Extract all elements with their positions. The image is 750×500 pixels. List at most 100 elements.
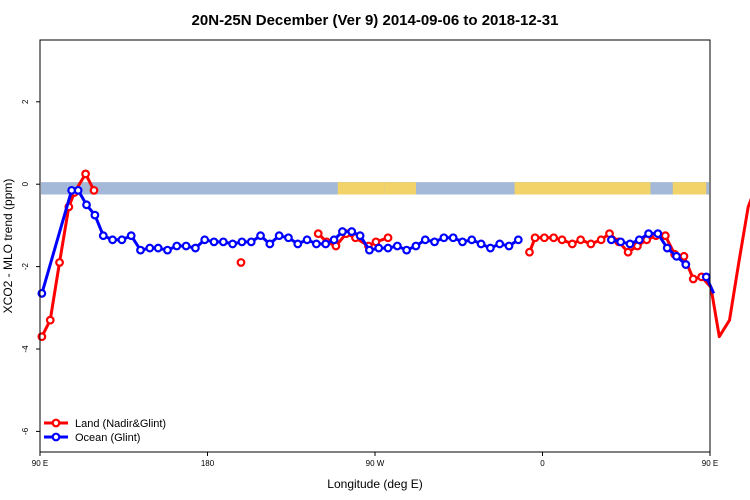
series-1 bbox=[37, 185, 716, 298]
data-point bbox=[701, 272, 711, 282]
y-tick-label: 2 bbox=[21, 99, 30, 104]
data-point bbox=[495, 239, 505, 249]
data-point bbox=[420, 235, 430, 245]
data-point bbox=[81, 169, 90, 179]
data-point bbox=[606, 235, 616, 245]
data-point bbox=[145, 243, 155, 253]
data-point bbox=[82, 200, 91, 210]
data-point bbox=[265, 239, 275, 249]
data-point bbox=[634, 235, 644, 245]
legend-marker bbox=[51, 418, 61, 428]
data-point bbox=[672, 251, 681, 261]
data-point bbox=[163, 245, 172, 255]
data-point bbox=[153, 243, 163, 253]
data-point bbox=[430, 237, 439, 247]
y-tick-label: 0 bbox=[21, 181, 30, 186]
data-point bbox=[530, 233, 540, 243]
data-point bbox=[209, 237, 219, 247]
data-point bbox=[596, 235, 606, 245]
data-point bbox=[616, 237, 626, 247]
data-point bbox=[355, 231, 365, 241]
data-point bbox=[653, 229, 663, 239]
data-point bbox=[191, 243, 200, 253]
data-point bbox=[181, 241, 191, 251]
data-point bbox=[45, 315, 55, 325]
series-line bbox=[528, 197, 750, 339]
data-point bbox=[55, 258, 64, 267]
data-point bbox=[439, 233, 449, 243]
land-segment bbox=[672, 182, 707, 195]
data-point bbox=[383, 243, 393, 253]
data-point bbox=[117, 235, 127, 245]
series-0 bbox=[37, 169, 750, 342]
data-point bbox=[256, 231, 265, 241]
data-point bbox=[467, 235, 477, 245]
x-tick-label: 180 bbox=[201, 459, 215, 468]
chart-title: 20N-25N December (Ver 9) 2014-09-06 to 2… bbox=[192, 12, 559, 29]
land-segment bbox=[384, 182, 416, 195]
data-point bbox=[625, 239, 635, 249]
data-point bbox=[236, 258, 246, 267]
data-point bbox=[274, 231, 284, 241]
data-point bbox=[679, 251, 689, 261]
data-point bbox=[539, 233, 549, 243]
data-point bbox=[513, 235, 523, 245]
data-point bbox=[136, 245, 145, 255]
data-point bbox=[525, 247, 534, 257]
data-point bbox=[108, 235, 117, 245]
data-point bbox=[681, 260, 691, 269]
legend-entry: Land (Nadir&Glint) bbox=[75, 418, 166, 430]
data-point bbox=[374, 243, 384, 253]
data-point bbox=[402, 245, 412, 255]
data-point bbox=[313, 229, 323, 239]
data-point bbox=[311, 239, 321, 249]
y-axis-label: XCO2 - MLO trend (ppm) bbox=[1, 179, 15, 314]
data-point bbox=[567, 239, 577, 249]
data-point bbox=[458, 237, 467, 247]
data-point bbox=[383, 233, 393, 243]
data-point bbox=[576, 235, 586, 245]
data-point bbox=[302, 235, 312, 245]
data-point bbox=[89, 185, 99, 195]
data-point bbox=[126, 231, 136, 241]
data-point bbox=[228, 239, 238, 249]
legend-entry: Ocean (Glint) bbox=[75, 432, 140, 444]
y-tick-label: -4 bbox=[21, 345, 30, 353]
legend: Land (Nadir&Glint) Ocean (Glint) bbox=[44, 418, 166, 444]
data-point bbox=[688, 274, 698, 284]
data-point bbox=[338, 227, 347, 236]
data-point bbox=[448, 233, 458, 243]
x-tick-label: 90 E bbox=[32, 459, 48, 468]
data-point bbox=[98, 231, 108, 241]
data-point bbox=[392, 241, 402, 251]
land-segment bbox=[337, 182, 385, 195]
data-point bbox=[476, 239, 486, 249]
data-point bbox=[549, 233, 559, 243]
data-point bbox=[485, 243, 495, 253]
data-point bbox=[321, 239, 331, 249]
y-tick-label: -6 bbox=[21, 427, 30, 435]
data-point bbox=[218, 237, 228, 247]
data-point bbox=[504, 241, 514, 251]
data-point bbox=[73, 185, 83, 195]
legend-marker bbox=[51, 432, 61, 442]
data-point bbox=[623, 247, 633, 257]
data-point bbox=[237, 237, 247, 247]
x-tick-label: 90 E bbox=[702, 459, 718, 468]
x-axis-label: Longitude (deg E) bbox=[327, 477, 422, 491]
data-point bbox=[586, 239, 596, 249]
data-point bbox=[644, 229, 653, 239]
data-point bbox=[557, 235, 567, 245]
land-segment bbox=[514, 182, 651, 195]
plot-area bbox=[37, 169, 750, 342]
data-point bbox=[246, 237, 256, 247]
data-point bbox=[200, 235, 210, 245]
data-point bbox=[329, 235, 339, 245]
data-point bbox=[90, 210, 100, 220]
data-point bbox=[293, 239, 303, 249]
data-point bbox=[660, 231, 670, 241]
x-tick-label: 0 bbox=[540, 459, 545, 468]
data-point bbox=[411, 241, 421, 251]
data-point bbox=[284, 233, 293, 243]
